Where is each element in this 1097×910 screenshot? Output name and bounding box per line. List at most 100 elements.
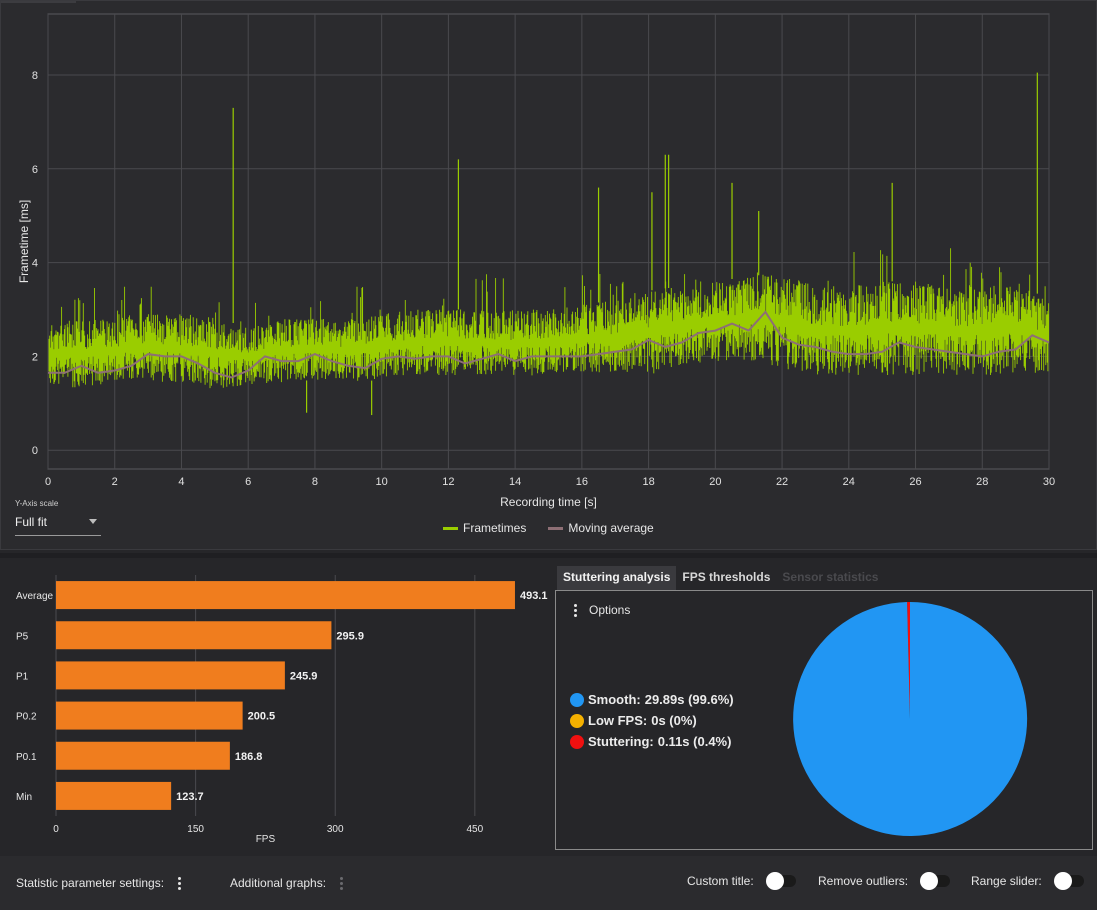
legend-item-frametimes[interactable]: Frametimes: [443, 521, 526, 535]
low-fps-value: 0s (0%): [651, 713, 697, 728]
frametime-panel: 0 2 4 6 8 10 12 14 16 18 20 22 24 26 28 30 0 2 4 6 8 Recordin…: [0, 0, 1097, 550]
x-tick-label: 300: [327, 824, 344, 835]
smooth-label: Smooth:: [588, 692, 641, 707]
more-vertical-icon: [574, 603, 577, 617]
y-tick-label: 2: [32, 351, 38, 363]
range-slider-item: Range slider:: [971, 872, 1084, 890]
bar-value-label: 186.8: [235, 751, 263, 763]
range-slider-toggle[interactable]: [1053, 872, 1084, 890]
fps-bar: [56, 621, 332, 650]
bar-category-label: P0.2: [16, 712, 37, 723]
tab-fps-thresholds[interactable]: FPS thresholds: [682, 570, 771, 584]
y-tick-label: 8: [32, 70, 38, 82]
bar-category-label: Min: [16, 792, 32, 803]
x-tick-label: 30: [1043, 476, 1055, 488]
tab-sensor-statistics: Sensor statistics: [782, 570, 879, 584]
toggle-knob: [920, 872, 939, 890]
toggle-knob: [765, 872, 784, 890]
x-axis-title: FPS: [256, 834, 276, 845]
x-tick-label: 16: [576, 476, 588, 488]
range-slider-label: Range slider:: [971, 874, 1042, 888]
panel-divider[interactable]: [0, 553, 1097, 558]
y-tick-label: 4: [32, 258, 38, 270]
stuttering-pie-chart: [793, 601, 1028, 836]
stutter-item-smooth: Smooth: 29.89s (99.6%): [570, 689, 734, 710]
stuttering-analysis-box: Options Smooth: 29.89s (99.6%) Low FPS: …: [555, 590, 1093, 850]
legend-label-frametimes: Frametimes: [463, 521, 527, 535]
x-tick-label: 22: [776, 476, 788, 488]
stutter-item-low-fps: Low FPS: 0s (0%): [570, 710, 734, 731]
y-axis-scale-caption: Y-Axis scale: [15, 499, 59, 508]
x-tick-label: 18: [642, 476, 654, 488]
x-tick-label: 0: [53, 824, 59, 835]
bar-category-label: Average: [16, 591, 54, 602]
bar-value-label: 200.5: [248, 711, 276, 723]
x-tick-label: 20: [709, 476, 721, 488]
x-tick-label: 450: [467, 824, 484, 835]
stuttering-legend: Smooth: 29.89s (99.6%) Low FPS: 0s (0%) …: [570, 689, 734, 752]
additional-graphs-label: Additional graphs:: [230, 876, 327, 890]
statistic-settings-label: Statistic parameter settings:: [16, 876, 165, 890]
smooth-value: 29.89s (99.6%): [644, 692, 734, 707]
custom-title-toggle[interactable]: [765, 872, 796, 890]
bar-value-label: 123.7: [176, 791, 204, 803]
y-tick-label: 6: [32, 164, 38, 176]
bar-category-label: P0.1: [16, 752, 37, 763]
tab-stuttering-analysis[interactable]: Stuttering analysis: [557, 566, 677, 590]
pie-slice-smooth: [793, 601, 1028, 836]
x-tick-label: 14: [509, 476, 521, 488]
bar-value-label: 295.9: [336, 630, 364, 642]
stuttering-value: 0.11s (0.4%): [657, 734, 732, 749]
plot-area: [47, 13, 1050, 470]
fps-bar: [56, 701, 243, 730]
moving-average-series: [48, 310, 1050, 379]
chevron-down-icon: [89, 519, 97, 524]
custom-title-item: Custom title:: [687, 872, 796, 890]
stuttering-label: Stuttering:: [588, 734, 654, 749]
options-label: Options: [589, 603, 631, 617]
bar-category-label: P5: [16, 631, 29, 642]
pie-slice-stuttering: [907, 602, 910, 719]
y-axis-scale-value: Full fit: [15, 515, 48, 529]
stutter-item-stuttering: Stuttering: 0.11s (0.4%): [570, 731, 734, 752]
remove-outliers-item: Remove outliers:: [818, 872, 951, 890]
x-tick-label: 24: [843, 476, 855, 488]
x-tick-label: 28: [976, 476, 988, 488]
panel-tab-strip: [1, 1, 76, 3]
x-axis-title: Recording time [s]: [500, 495, 597, 509]
statistic-settings-item: Statistic parameter settings:: [16, 876, 182, 890]
frametime-chart: 0 2 4 6 8 10 12 14 16 18 20 22 24 26 28 3002468Recordin…: [17, 13, 1055, 509]
analysis-tabs: Stuttering analysis FPS thresholds Senso…: [557, 566, 884, 590]
additional-graphs-item: Additional graphs:: [230, 876, 344, 890]
fps-bar: [56, 581, 515, 610]
low-fps-dot-icon: [570, 713, 584, 728]
frametime-legend: Frametimes Moving average: [443, 521, 654, 535]
y-axis-scale-select[interactable]: Full fit: [15, 513, 101, 536]
x-tick-label: 12: [442, 476, 454, 488]
fps-bar-chart: 0 150 300 450 FPS Average 493.1 P5 295.9 P1 245.9 P…: [16, 575, 548, 845]
toggle-knob: [1053, 872, 1072, 890]
low-fps-label: Low FPS:: [588, 713, 648, 728]
fps-bar: [56, 661, 285, 690]
smooth-dot-icon: [570, 692, 584, 707]
custom-title-label: Custom title:: [687, 874, 754, 888]
additional-graphs-menu-icon[interactable]: [340, 876, 344, 890]
fps-bar: [56, 781, 172, 810]
x-tick-label: 6: [245, 476, 251, 488]
x-tick-label: 150: [187, 824, 204, 835]
remove-outliers-label: Remove outliers:: [818, 874, 909, 888]
remove-outliers-toggle[interactable]: [920, 872, 951, 890]
x-tick-label: 8: [312, 476, 318, 488]
bar-value-label: 493.1: [520, 590, 548, 602]
legend-label-moving-average: Moving average: [568, 521, 654, 535]
x-tick-label: 0: [45, 476, 51, 488]
moving-average-swatch: [548, 526, 564, 530]
options-button[interactable]: Options: [574, 603, 630, 617]
y-axis-title: Frametime [ms]: [17, 200, 31, 283]
legend-item-moving-average[interactable]: Moving average: [548, 521, 654, 535]
x-tick-label: 10: [376, 476, 388, 488]
statistic-settings-menu-icon[interactable]: [178, 876, 182, 890]
x-tick-label: 26: [909, 476, 921, 488]
bar-category-label: P1: [16, 671, 29, 682]
fps-bar: [56, 741, 230, 770]
